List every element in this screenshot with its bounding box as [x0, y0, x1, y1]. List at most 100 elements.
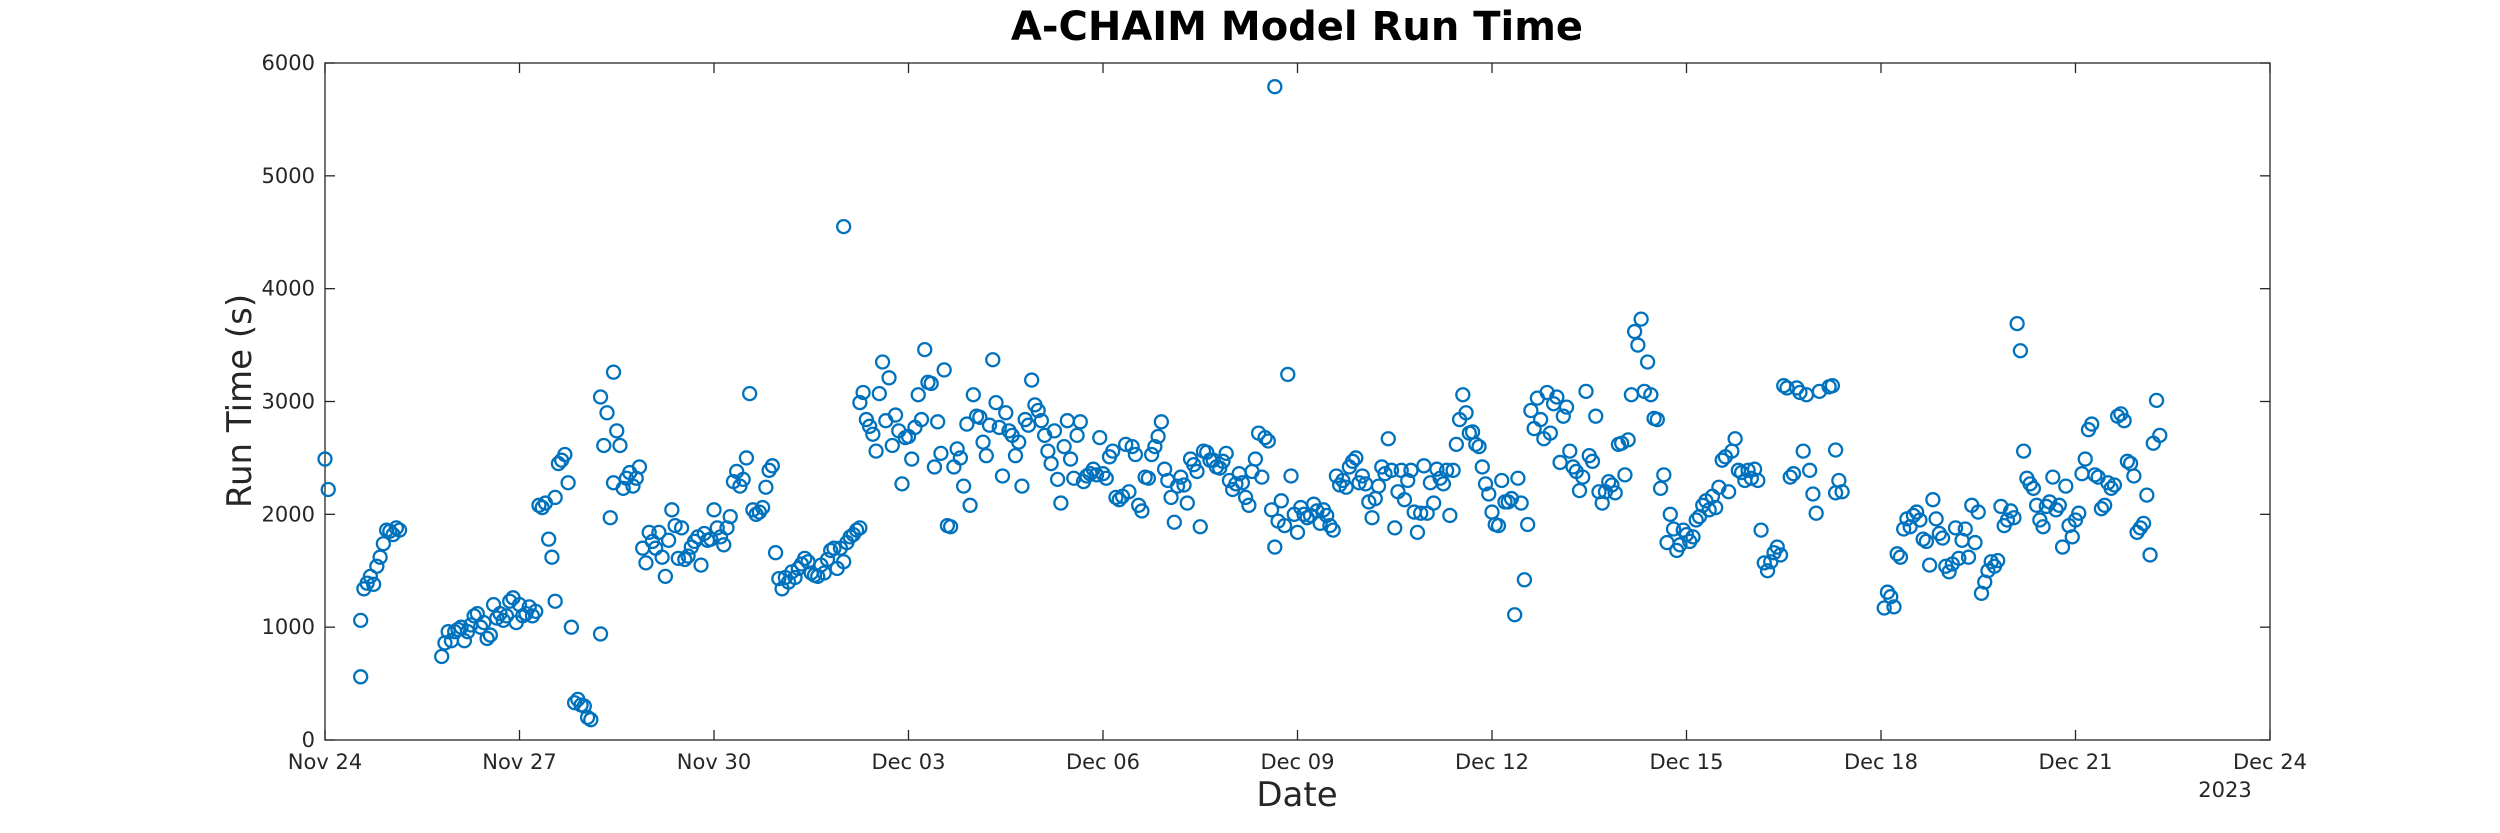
data-point	[1053, 495, 1069, 511]
data-point	[482, 627, 498, 643]
x-tick-label: Dec 24	[2233, 750, 2307, 774]
data-point	[660, 532, 677, 548]
data-point	[1267, 539, 1283, 555]
data-point	[1046, 423, 1063, 439]
data-point	[1276, 517, 1293, 534]
data-point	[651, 524, 667, 541]
data-point	[933, 445, 949, 462]
y-tick-label: 2000	[262, 502, 315, 526]
data-point	[353, 669, 369, 685]
data-point	[531, 497, 547, 513]
data-point	[738, 450, 755, 466]
data-point	[631, 459, 648, 475]
data-point	[1468, 436, 1484, 453]
data-point	[592, 389, 609, 405]
data-point	[434, 648, 450, 665]
data-point	[1649, 411, 1665, 428]
data-point	[1118, 436, 1134, 453]
data-point	[949, 441, 965, 457]
data-point	[1552, 454, 1568, 471]
data-point	[1701, 502, 1717, 518]
data-point	[1344, 453, 1361, 469]
data-point	[602, 510, 618, 526]
data-point	[1140, 470, 1157, 486]
data-point	[1753, 522, 1769, 538]
data-point	[680, 548, 696, 564]
data-point	[1740, 462, 1756, 478]
data-point	[816, 565, 832, 581]
y-tick-label: 6000	[262, 51, 315, 75]
data-point	[2135, 515, 2152, 532]
data-point	[1782, 469, 1798, 485]
data-point	[1189, 463, 1205, 480]
data-point	[1455, 387, 1471, 403]
data-point	[884, 437, 900, 454]
data-point	[1928, 511, 1944, 527]
data-point	[1092, 429, 1108, 446]
data-point	[1507, 607, 1523, 623]
data-point	[2142, 547, 2158, 563]
data-point	[1805, 486, 1821, 502]
data-point	[742, 385, 758, 402]
data-point	[952, 450, 969, 466]
data-point	[1121, 484, 1137, 500]
data-point	[1714, 452, 1730, 468]
y-tick-label: 3000	[262, 390, 315, 414]
data-point	[887, 407, 904, 423]
data-point	[1273, 493, 1289, 509]
data-point	[657, 568, 674, 585]
data-point	[1620, 432, 1636, 448]
x-tick-label: Nov 30	[677, 750, 751, 774]
data-point	[2045, 469, 2061, 485]
data-point	[502, 593, 518, 609]
data-point	[372, 549, 388, 565]
data-point	[1020, 417, 1037, 433]
data-point	[2084, 416, 2100, 432]
data-point	[560, 475, 576, 491]
data-point	[476, 615, 492, 631]
data-point	[1575, 469, 1591, 485]
data-point	[959, 416, 975, 432]
data-point	[1571, 482, 1588, 499]
x-tick-label: Dec 15	[1649, 750, 1723, 774]
data-point	[991, 419, 1007, 436]
data-point	[910, 387, 926, 403]
data-point	[1263, 502, 1280, 518]
y-axis: 0 1000 2000 3000 4000 5000 6000	[262, 51, 2270, 752]
data-point	[317, 451, 333, 467]
data-point	[985, 352, 1001, 368]
data-point	[2116, 413, 2132, 429]
data-point	[1834, 484, 1850, 500]
data-point	[881, 370, 897, 386]
data-point	[1143, 446, 1160, 463]
data-point	[1656, 467, 1672, 483]
data-point	[706, 502, 722, 518]
data-point	[1426, 495, 1442, 511]
data-point	[1665, 521, 1682, 537]
data-point	[1921, 557, 1938, 573]
data-point	[2012, 343, 2029, 359]
data-point	[1967, 534, 1983, 551]
data-point	[735, 471, 751, 488]
data-point	[1448, 436, 1464, 453]
data-point	[1413, 505, 1429, 521]
data-point	[2015, 443, 2032, 459]
data-point	[2106, 477, 2123, 493]
data-point	[2035, 519, 2051, 535]
data-point	[1795, 443, 1811, 459]
data-point	[1532, 411, 1549, 428]
data-point	[1108, 489, 1124, 506]
data-point	[1150, 428, 1166, 445]
data-point	[1088, 467, 1105, 483]
data-point	[1918, 533, 1935, 550]
data-point	[1639, 354, 1656, 370]
data-point	[1808, 505, 1824, 521]
data-point	[2119, 453, 2136, 469]
data-point	[670, 550, 686, 566]
data-point	[1098, 470, 1114, 486]
x-tick-label: Dec 12	[1455, 750, 1529, 774]
data-point	[2054, 539, 2071, 555]
data-point	[1237, 489, 1254, 506]
x-tick-label: Dec 03	[871, 750, 945, 774]
